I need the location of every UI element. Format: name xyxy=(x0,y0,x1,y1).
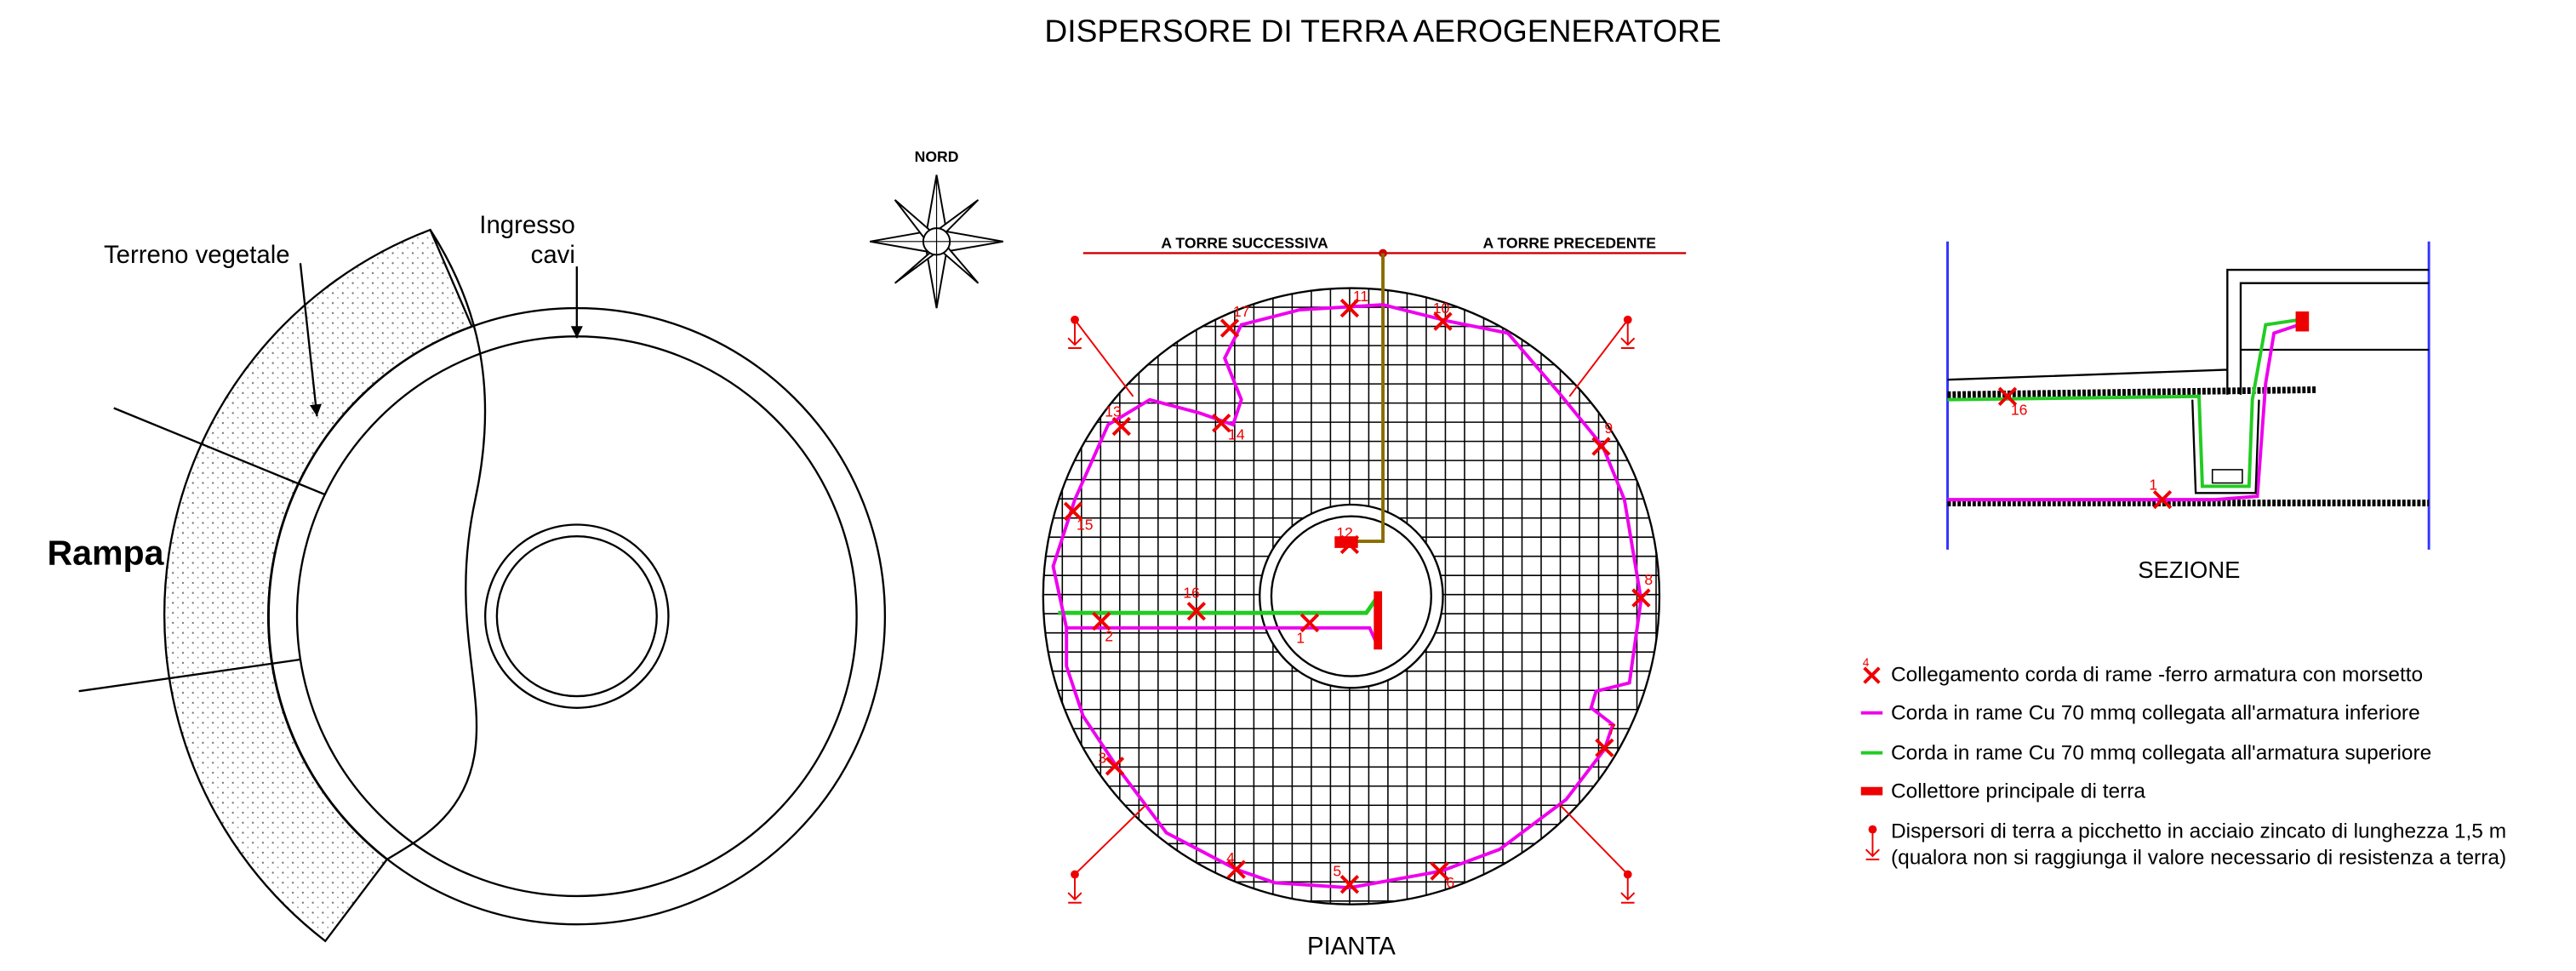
line-work xyxy=(269,308,885,924)
marker-label: 17 xyxy=(1233,303,1250,320)
marker-label: 3 xyxy=(1098,749,1106,766)
line-work xyxy=(1948,325,2299,500)
marker-label: 1 xyxy=(1296,629,1305,646)
stake-wire xyxy=(1560,804,1628,874)
label: Terreno vegetale xyxy=(104,241,290,269)
marker-label: 13 xyxy=(1105,403,1122,420)
legend-item: Corda in rame Cu 70 mmq collegata all'ar… xyxy=(1891,741,2431,764)
legend-item: Dispersori di terra a picchetto in accia… xyxy=(1891,820,2506,842)
elevation-view: Terreno vegetale Ingresso cavi Rampa xyxy=(47,211,884,941)
line-work xyxy=(497,536,657,696)
marker-label: 6 xyxy=(1446,874,1454,891)
label: Ingresso xyxy=(479,211,575,239)
stake xyxy=(1071,871,1079,879)
connection-marker xyxy=(1113,418,1130,435)
line-work xyxy=(1948,270,2430,395)
stake xyxy=(1624,316,1632,324)
legend-item: Collegamento corda di rame -ferro armatu… xyxy=(1891,663,2423,686)
marker-label: 16 xyxy=(1183,585,1200,602)
connection-marker xyxy=(1106,757,1123,774)
marker-label: 5 xyxy=(1333,862,1341,879)
marker-label: 1 xyxy=(2149,476,2157,493)
line-work xyxy=(1865,668,1880,683)
marker-label: 11 xyxy=(1353,288,1368,305)
compass: NORD xyxy=(870,148,1003,308)
marker-label: 4 xyxy=(1863,656,1870,669)
line-work xyxy=(1866,833,1880,860)
label: Rampa xyxy=(47,533,164,572)
label: NORD xyxy=(915,148,959,165)
marker-label: 15 xyxy=(1077,516,1094,533)
marker-label: 8 xyxy=(1644,571,1653,588)
line-work xyxy=(485,524,668,707)
line-work xyxy=(1869,825,1877,834)
marker-label: 2 xyxy=(1105,627,1113,644)
marker-label: 16 xyxy=(2011,401,2028,418)
stake xyxy=(1621,877,1635,902)
stake xyxy=(1071,316,1079,324)
marker-label: 12 xyxy=(1336,524,1353,541)
marker-label: 10 xyxy=(1433,300,1450,317)
legend-item: Collettore principale di terra xyxy=(1891,780,2145,803)
line-work xyxy=(2213,470,2242,483)
legend: 4 Collegamento corda di rame -ferro arma… xyxy=(1861,656,2506,870)
legend-item: Corda in rame Cu 70 mmq collegata all'ar… xyxy=(1891,701,2420,724)
stake-wire xyxy=(1075,804,1146,874)
line-work xyxy=(2296,311,2310,331)
caption: PIANTA xyxy=(1307,932,1396,960)
connection-marker xyxy=(1221,320,1238,337)
stake xyxy=(1068,877,1082,902)
connection-marker xyxy=(1593,438,1610,455)
plan-view: A TORRE SUCCESSIVA A TORRE PRECEDENTE PI… xyxy=(1043,235,1686,961)
caption: SEZIONE xyxy=(2138,557,2240,583)
stake-wire xyxy=(1075,320,1133,397)
section-view: SEZIONE 16 1 xyxy=(1948,242,2430,583)
marker-label: 4 xyxy=(1226,849,1235,866)
line-work xyxy=(297,336,857,896)
marker-label: 14 xyxy=(1228,426,1245,443)
legend-item: (qualora non si raggiunga il valore nece… xyxy=(1891,847,2506,870)
stake xyxy=(1624,871,1632,879)
drawing: DISPERSORE DI TERRA AEROGENERATORE Terre… xyxy=(0,0,2576,971)
label: A TORRE SUCCESSIVA xyxy=(1161,235,1328,252)
line-work xyxy=(870,174,1003,308)
label: A TORRE PRECEDENTE xyxy=(1482,235,1656,252)
label: cavi xyxy=(531,241,575,269)
title: DISPERSORE DI TERRA AEROGENERATORE xyxy=(1044,13,1721,49)
marker-label: 9 xyxy=(1604,420,1613,437)
stake-wire xyxy=(1569,320,1627,397)
marker-label: 7 xyxy=(1608,721,1616,738)
